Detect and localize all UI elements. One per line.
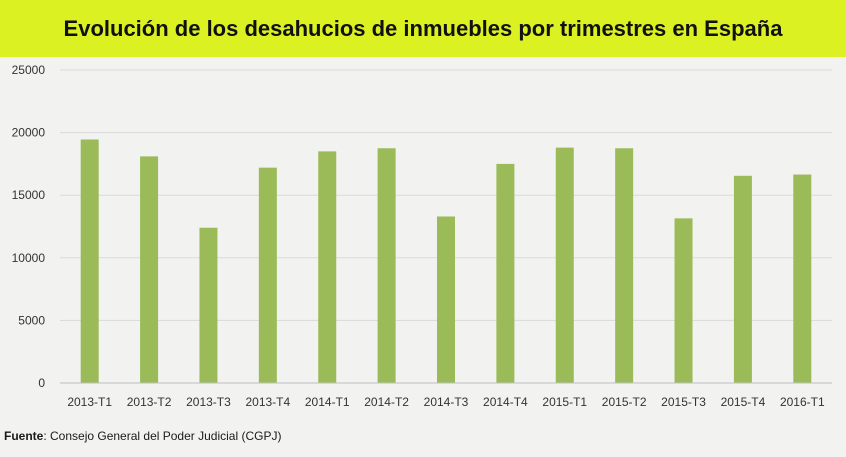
x-tick-label: 2016-T1: [780, 395, 825, 409]
x-tick-label: 2014-T3: [424, 395, 469, 409]
y-axis-ticks: 0 5000 10000 15000 20000 25000: [12, 63, 46, 390]
bar-2013-T3: [199, 227, 218, 383]
bars: [80, 139, 812, 383]
x-tick-label: 2014-T1: [305, 395, 350, 409]
bar-2015-T4: [733, 175, 752, 383]
y-tick-label: 25000: [12, 63, 46, 77]
x-tick-label: 2013-T1: [67, 395, 112, 409]
bar-2014-T3: [437, 216, 455, 383]
bar-2015-T1: [555, 147, 574, 383]
bar-2016-T1: [793, 174, 812, 383]
bar-2014-T4: [496, 163, 515, 383]
bar-2014-T2: [377, 148, 396, 383]
bar-chart: 0 5000 10000 15000 20000 25000 2013-T1 2013-T2…: [12, 63, 832, 409]
y-tick-label: 5000: [18, 313, 45, 327]
y-tick-label: 0: [38, 376, 45, 390]
bar-2014-T1: [318, 151, 337, 383]
source-label: Fuente: [4, 429, 44, 443]
x-tick-label: 2015-T3: [661, 395, 706, 409]
y-tick-label: 10000: [12, 251, 46, 265]
x-tick-label: 2014-T4: [483, 395, 528, 409]
x-tick-label: 2015-T1: [542, 395, 587, 409]
source-text: : Consejo General del Poder Judicial (CG…: [43, 429, 282, 443]
chart-title-bar: Evolución de los desahucios de inmuebles…: [0, 0, 846, 57]
chart-title: Evolución de los desahucios de inmuebles…: [63, 15, 783, 41]
bar-2013-T4: [258, 167, 277, 383]
x-axis-ticks: 2013-T1 2013-T2 2013-T3 2013-T4 2014-T1 2014-…: [67, 395, 825, 409]
x-tick-label: 2013-T4: [245, 395, 290, 409]
y-tick-label: 15000: [12, 188, 46, 202]
bar-2013-T2: [140, 156, 159, 383]
x-tick-label: 2015-T4: [721, 395, 766, 409]
bar-2015-T2: [615, 148, 634, 383]
x-tick-label: 2014-T2: [364, 395, 409, 409]
gridlines: [60, 69, 832, 321]
bar-2013-T1: [80, 139, 99, 383]
x-tick-label: 2013-T2: [127, 395, 172, 409]
x-tick-label: 2013-T3: [186, 395, 231, 409]
y-tick-label: 20000: [12, 126, 46, 140]
bar-2015-T3: [674, 218, 693, 383]
x-tick-label: 2015-T2: [602, 395, 647, 409]
source-note: Fuente: Consejo General del Poder Judici…: [4, 429, 281, 443]
